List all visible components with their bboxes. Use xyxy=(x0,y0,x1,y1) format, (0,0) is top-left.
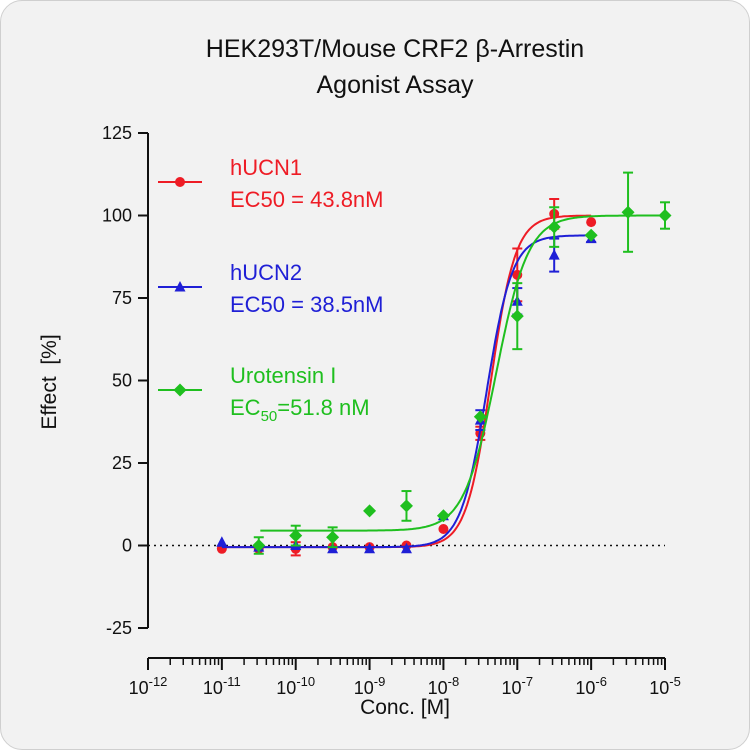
x-tick-label: 10-8 xyxy=(428,674,460,698)
data-point xyxy=(548,249,560,260)
legend-series-name: hUCN2 xyxy=(230,260,302,285)
y-axis-label: Effect [%] xyxy=(38,334,61,429)
y-tick-label: 100 xyxy=(102,206,132,226)
x-tick-label: 10-9 xyxy=(354,674,386,698)
fit-curve-3 xyxy=(260,214,665,532)
data-point xyxy=(400,542,412,554)
x-tick-label: 10-6 xyxy=(575,674,607,698)
data-point xyxy=(289,529,303,543)
y-tick-label: -25 xyxy=(106,618,132,638)
x-tick-label: 10-10 xyxy=(276,674,315,698)
data-point xyxy=(216,536,228,547)
data-point xyxy=(436,509,450,523)
legend-marker xyxy=(175,177,185,187)
legend-series-name: hUCN1 xyxy=(230,155,302,180)
data-point xyxy=(363,504,377,518)
data-point xyxy=(438,524,449,534)
y-tick-label: 125 xyxy=(102,123,132,143)
data-point xyxy=(510,309,524,323)
chart-title-line-1: HEK293T/Mouse CRF2 β-Arrestin xyxy=(206,35,584,63)
legend-ec50-label: EC50 = 38.5nM xyxy=(230,292,383,317)
data-point xyxy=(586,217,597,228)
y-tick-label: 0 xyxy=(122,536,132,556)
legend-series-name: Urotensin I xyxy=(230,363,336,388)
legend-ec50-label: EC50=51.8 nM xyxy=(230,395,370,425)
data-point xyxy=(584,228,598,242)
chart-title-line-2: Agonist Assay xyxy=(316,71,474,99)
y-tick-label: 25 xyxy=(112,453,132,473)
x-axis-label: Conc. [M] xyxy=(360,696,450,719)
y-tick-label: 75 xyxy=(112,288,132,308)
x-tick-label: 10-7 xyxy=(501,674,533,698)
data-point xyxy=(473,410,487,424)
y-tick-label: 50 xyxy=(112,371,132,391)
data-point xyxy=(326,530,340,544)
legend-marker xyxy=(174,281,186,292)
data-point xyxy=(547,220,561,234)
legend-ec50-label: EC50 = 43.8nM xyxy=(230,187,383,212)
data-point xyxy=(399,499,413,513)
x-tick-label: 10-12 xyxy=(129,674,168,698)
data-point xyxy=(364,542,376,554)
data-point xyxy=(621,205,635,219)
x-tick-label: 10-5 xyxy=(649,674,681,698)
x-tick-label: 10-11 xyxy=(203,674,241,698)
data-point xyxy=(252,539,266,552)
legend-marker xyxy=(173,383,187,397)
data-point xyxy=(658,209,672,222)
